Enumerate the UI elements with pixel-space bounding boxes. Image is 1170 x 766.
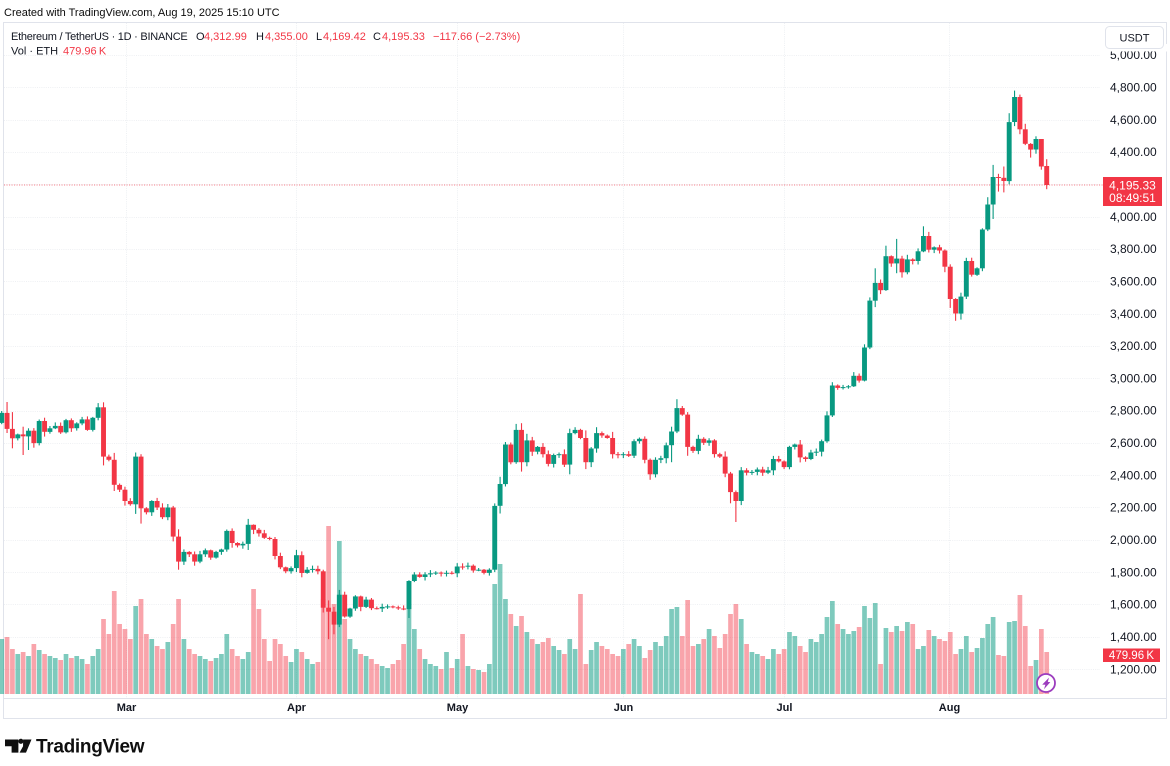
svg-text:O: O: [196, 31, 205, 43]
svg-text:Jul: Jul: [777, 702, 793, 714]
svg-text:479.96 K: 479.96 K: [63, 46, 107, 58]
svg-text:Mar: Mar: [117, 702, 137, 714]
svg-text:3,600.00: 3,600.00: [1110, 274, 1157, 288]
svg-text:2,600.00: 2,600.00: [1110, 436, 1157, 450]
svg-text:4,355.00: 4,355.00: [265, 31, 308, 43]
svg-text:3,200.00: 3,200.00: [1110, 339, 1157, 353]
svg-text:4,312.99: 4,312.99: [204, 31, 247, 43]
svg-text:Created with TradingView.com,: Created with TradingView.com, Aug 19, 20…: [4, 7, 280, 19]
svg-text:2,000.00: 2,000.00: [1110, 533, 1157, 547]
svg-text:TradingView: TradingView: [36, 737, 145, 758]
svg-text:−117.66 (−2.73%): −117.66 (−2.73%): [433, 31, 520, 43]
svg-text:479.96 K: 479.96 K: [1109, 650, 1154, 662]
svg-text:08:49:51: 08:49:51: [1109, 191, 1156, 205]
svg-text:2,800.00: 2,800.00: [1110, 404, 1157, 418]
svg-text:4,195.33: 4,195.33: [382, 31, 425, 43]
svg-text:Ethereum / TetherUS · 1D · BIN: Ethereum / TetherUS · 1D · BINANCE: [11, 31, 188, 43]
svg-text:2,200.00: 2,200.00: [1110, 501, 1157, 515]
svg-text:L: L: [316, 31, 322, 43]
svg-text:H: H: [256, 31, 264, 43]
svg-text:4,195.33: 4,195.33: [1109, 179, 1156, 193]
svg-text:1,600.00: 1,600.00: [1110, 598, 1157, 612]
svg-text:4,000.00: 4,000.00: [1110, 210, 1157, 224]
svg-text:Jun: Jun: [614, 702, 634, 714]
svg-text:Aug: Aug: [939, 702, 960, 714]
svg-text:3,000.00: 3,000.00: [1110, 371, 1157, 385]
svg-text:4,169.42: 4,169.42: [323, 31, 366, 43]
svg-text:3,800.00: 3,800.00: [1110, 242, 1157, 256]
svg-text:1,800.00: 1,800.00: [1110, 565, 1157, 579]
svg-text:4,800.00: 4,800.00: [1110, 81, 1157, 95]
svg-text:1,200.00: 1,200.00: [1110, 662, 1157, 676]
svg-text:C: C: [373, 31, 381, 43]
svg-text:5,000.00: 5,000.00: [1110, 48, 1157, 62]
svg-text:4,400.00: 4,400.00: [1110, 145, 1157, 159]
svg-text:May: May: [447, 702, 469, 714]
svg-text:1,400.00: 1,400.00: [1110, 630, 1157, 644]
svg-text:USDT: USDT: [1120, 33, 1150, 45]
svg-text:Apr: Apr: [287, 702, 307, 714]
svg-text:2,400.00: 2,400.00: [1110, 468, 1157, 482]
svg-text:Vol · ETH: Vol · ETH: [11, 46, 58, 58]
svg-text:4,600.00: 4,600.00: [1110, 113, 1157, 127]
svg-text:3,400.00: 3,400.00: [1110, 307, 1157, 321]
